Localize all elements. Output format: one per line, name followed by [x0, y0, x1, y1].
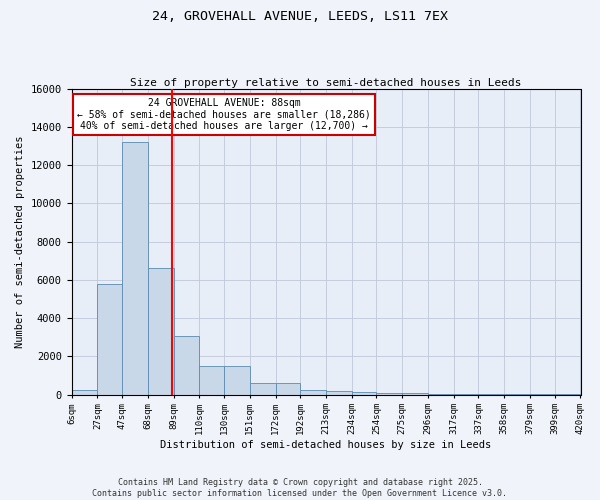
Title: Size of property relative to semi-detached houses in Leeds: Size of property relative to semi-detach…: [130, 78, 522, 88]
Text: 24 GROVEHALL AVENUE: 88sqm
← 58% of semi-detached houses are smaller (18,286)
40: 24 GROVEHALL AVENUE: 88sqm ← 58% of semi…: [77, 98, 371, 131]
X-axis label: Distribution of semi-detached houses by size in Leeds: Distribution of semi-detached houses by …: [160, 440, 491, 450]
Bar: [97, 284, 122, 395]
Bar: [352, 392, 376, 394]
Bar: [71, 390, 97, 394]
Text: 24, GROVEHALL AVENUE, LEEDS, LS11 7EX: 24, GROVEHALL AVENUE, LEEDS, LS11 7EX: [152, 10, 448, 23]
Bar: [173, 336, 199, 394]
Bar: [250, 382, 275, 394]
Y-axis label: Number of semi-detached properties: Number of semi-detached properties: [15, 136, 25, 348]
Bar: [275, 382, 300, 394]
Text: Contains HM Land Registry data © Crown copyright and database right 2025.
Contai: Contains HM Land Registry data © Crown c…: [92, 478, 508, 498]
Bar: [199, 366, 224, 394]
Bar: [376, 393, 402, 394]
Bar: [122, 142, 148, 394]
Bar: [224, 366, 250, 394]
Bar: [326, 390, 352, 394]
Bar: [300, 390, 326, 394]
Bar: [148, 268, 173, 394]
